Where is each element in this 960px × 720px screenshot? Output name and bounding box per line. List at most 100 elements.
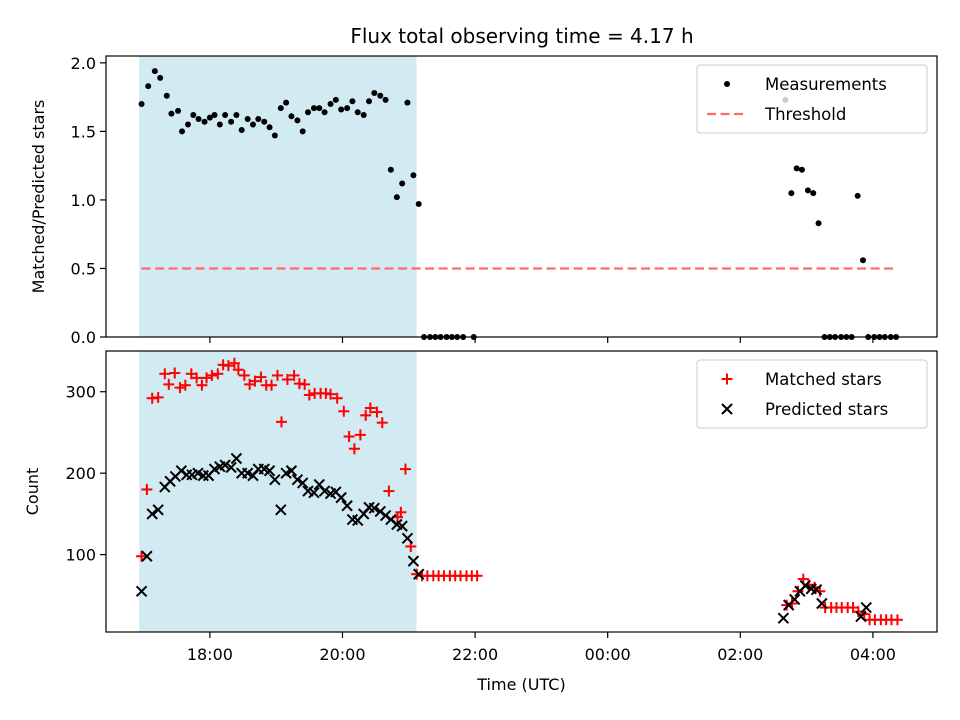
- matched-stars-point: [136, 550, 148, 562]
- predicted-stars-point: [230, 452, 243, 465]
- measurements-point: [810, 190, 817, 197]
- x-tick-label: 22:00: [452, 645, 498, 664]
- predicted-stars-point: [146, 508, 158, 520]
- predicted-stars-point: [263, 465, 276, 477]
- measurements-point: [387, 166, 394, 173]
- count-plot-area: [135, 357, 903, 626]
- measurements-point: [255, 116, 262, 123]
- matched-stars-point: [299, 378, 311, 390]
- matched-stars-point: [222, 360, 234, 372]
- measurements-point: [415, 201, 422, 208]
- count-legend: Matched stars Predicted stars: [696, 359, 928, 429]
- measurements-point: [327, 100, 334, 107]
- matched-stars-point: [169, 367, 181, 379]
- measurements-point: [377, 92, 384, 99]
- measurements-point: [266, 124, 273, 131]
- measurements-point: [299, 128, 306, 135]
- measurements-point: [168, 110, 175, 117]
- ratio-y-axis-label: Matched/Predicted stars: [29, 100, 48, 294]
- legend-label-predicted-stars: Predicted stars: [765, 400, 888, 419]
- measurements-point: [310, 105, 317, 112]
- measurements-point: [211, 111, 218, 118]
- measurements-point: [163, 92, 170, 99]
- matched-stars-point: [152, 391, 164, 403]
- matched-stars-point: [399, 463, 411, 475]
- measurements-point: [859, 257, 866, 264]
- y-tick-label: 2.0: [71, 54, 96, 73]
- x-tick-label: 18:00: [187, 645, 233, 664]
- measurements-point: [145, 83, 152, 90]
- observing-span: [139, 351, 417, 632]
- matched-stars-point: [191, 372, 203, 384]
- measurements-point: [798, 166, 805, 173]
- matched-stars-point: [275, 416, 287, 428]
- measurements-point: [288, 113, 295, 120]
- observing-span-top: [139, 56, 417, 337]
- predicted-stars-point: [413, 568, 425, 580]
- measurements-point: [338, 106, 345, 113]
- matched-stars-point: [206, 369, 218, 381]
- legend-marker: [721, 373, 733, 385]
- measurements-point: [184, 121, 191, 128]
- measurements-point: [404, 99, 411, 106]
- measurements-point: [788, 190, 795, 197]
- predicted-stars-point: [401, 532, 414, 545]
- legend-label-threshold: Threshold: [764, 105, 846, 124]
- predicted-stars-point: [335, 491, 347, 504]
- predicted-stars-point: [860, 601, 872, 614]
- measurements-point: [371, 90, 378, 97]
- measurements-point: [249, 121, 256, 128]
- y-tick-label: 1.5: [71, 122, 96, 141]
- measurements-point: [206, 114, 213, 121]
- measurements-point: [360, 111, 367, 118]
- observing-span: [139, 56, 417, 337]
- predicted-stars-point: [275, 504, 287, 516]
- predicted-stars-point: [141, 550, 153, 562]
- measurements-point: [233, 111, 240, 118]
- measurements-point: [854, 192, 861, 199]
- count-legend-box: [696, 359, 928, 429]
- measurements-point: [138, 100, 145, 107]
- predicted-stars-point: [368, 502, 381, 514]
- x-tick-label: 02:00: [717, 645, 763, 664]
- chart-title: Flux total observing time = 4.17 h: [350, 24, 693, 48]
- matched-stars-point: [360, 409, 372, 421]
- x-axis-label: Time (UTC): [476, 675, 565, 694]
- predicted-stars-point: [799, 579, 811, 592]
- measurements-point: [294, 117, 301, 124]
- matched-stars-point: [338, 405, 350, 417]
- predicted-stars-point: [341, 500, 353, 512]
- matched-stars-point: [395, 506, 407, 518]
- predicted-stars-point: [855, 610, 867, 623]
- matched-stars-point: [238, 369, 250, 381]
- matched-stars-point: [179, 379, 191, 391]
- legend-marker-matched-stars: [721, 373, 733, 385]
- matched-stars-point: [228, 357, 240, 369]
- count-panel: 100 200 300 18:00 20:00 22:00 00:00 02:00 04:00…: [23, 350, 938, 664]
- measurements-point: [151, 68, 158, 75]
- measurements-point: [201, 118, 208, 125]
- count-axes-frame: [105, 350, 938, 633]
- measurements-point: [793, 165, 800, 172]
- matched-stars-point: [288, 369, 300, 381]
- measurements-point: [382, 96, 389, 103]
- measurements-point: [238, 127, 245, 134]
- matched-stars-point: [266, 379, 278, 391]
- predicted-stars-point: [318, 485, 331, 497]
- y-tick-label: 1.0: [71, 191, 96, 210]
- ratio-panel: 0.00.51.01.52.0 Matched/Predicted stars …: [29, 54, 938, 347]
- measurements-point: [349, 98, 356, 105]
- matched-stars-point: [174, 382, 186, 394]
- matched-stars-point: [891, 614, 903, 626]
- ratio-axes-frame: [105, 55, 938, 338]
- matched-stars-point: [343, 431, 355, 443]
- matched-stars-point: [354, 429, 366, 441]
- count-x-ticks: 18:00 20:00 22:00 00:00 02:00 04:00: [187, 632, 896, 664]
- y-tick-label: 0.0: [71, 328, 96, 347]
- predicted-stars-point: [810, 583, 823, 596]
- measurements-point: [316, 105, 323, 112]
- legend-marker: [721, 403, 733, 415]
- matched-stars-point: [411, 568, 423, 580]
- legend-label-matched-stars: Matched stars: [765, 370, 882, 389]
- predicted-stars-point: [152, 504, 164, 516]
